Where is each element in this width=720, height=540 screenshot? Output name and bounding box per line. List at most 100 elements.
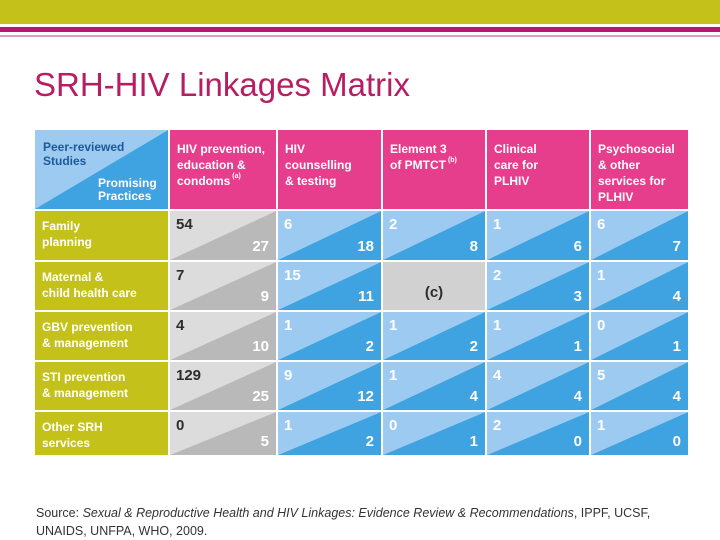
- peer-reviewed-count: 2: [493, 267, 502, 284]
- peer-reviewed-count: 1: [597, 417, 606, 434]
- row-label: Family planning: [35, 211, 168, 260]
- promising-practices-count: 25: [252, 388, 269, 405]
- source-citation: Source: Sexual & Reproductive Health and…: [36, 504, 686, 540]
- source-title: Sexual & Reproductive Health and HIV Lin…: [82, 506, 574, 520]
- row-label: Other SRH services: [35, 412, 168, 455]
- peer-reviewed-count: 1: [284, 417, 293, 434]
- matrix-cell: 54 27: [170, 211, 276, 260]
- special-note-label: (c): [424, 284, 444, 301]
- column-header: Element 3 of PMTCT (b): [383, 130, 485, 209]
- promising-practices-count: 2: [365, 433, 374, 450]
- peer-reviewed-count: 1: [389, 367, 398, 384]
- matrix-cell: 6 18: [278, 211, 381, 260]
- promising-practices-count: 11: [358, 288, 374, 305]
- promising-practices-count: 1: [672, 338, 681, 355]
- peer-reviewed-count: 1: [493, 317, 502, 334]
- peer-reviewed-count: 7: [176, 267, 185, 284]
- promising-practices-count: 6: [573, 238, 582, 255]
- promising-practices-count: 2: [469, 338, 478, 355]
- promising-practices-count: 4: [672, 288, 681, 305]
- peer-reviewed-count: 0: [389, 417, 398, 434]
- matrix-cell: 15 11: [278, 262, 381, 310]
- promising-practices-count: 2: [365, 338, 374, 355]
- page-title: SRH-HIV Linkages Matrix: [34, 66, 410, 103]
- promising-practices-count: 0: [672, 433, 681, 450]
- promising-practices-count: 10: [252, 338, 269, 355]
- peer-reviewed-count: 0: [597, 317, 606, 334]
- column-header-label: Clinical care for PLHIV: [494, 142, 539, 188]
- peer-reviewed-count: 1: [284, 317, 293, 334]
- peer-reviewed-count: 15: [284, 267, 301, 284]
- column-header-note: (a): [230, 173, 241, 180]
- row-label: GBV prevention & management: [35, 312, 168, 360]
- peer-reviewed-count: 1: [389, 317, 398, 334]
- peer-reviewed-count: 4: [176, 317, 185, 334]
- peer-reviewed-count: 6: [284, 216, 293, 233]
- row-label: STI prevention & management: [35, 362, 168, 410]
- promising-practices-count: 5: [260, 433, 269, 450]
- promising-practices-count: 12: [357, 388, 374, 405]
- peer-reviewed-count: 54: [176, 216, 193, 233]
- peer-reviewed-count: 129: [176, 367, 202, 384]
- column-header: HIV prevention, education & condoms (a): [170, 130, 276, 209]
- promising-practices-count: 3: [573, 288, 582, 305]
- matrix-corner-legend: Peer-reviewed Studies Promising Practices: [35, 130, 168, 209]
- peer-reviewed-count: 2: [493, 417, 502, 434]
- promising-practices-count: 8: [469, 238, 478, 255]
- matrix-cell: 129 25: [170, 362, 276, 410]
- promising-practices-count: 1: [573, 338, 582, 355]
- source-prefix: Source:: [36, 506, 83, 520]
- column-header-label: Element 3 of PMTCT: [390, 142, 447, 172]
- top-pink-thin-line: [0, 35, 720, 37]
- legend-peer-reviewed-label: Peer-reviewed Studies: [43, 140, 125, 168]
- peer-reviewed-count: 0: [176, 417, 185, 434]
- peer-reviewed-count: 1: [597, 267, 606, 284]
- column-header-label: Psychosocial & other services for PLHIV: [598, 142, 675, 204]
- row-label: Maternal & child health care: [35, 262, 168, 310]
- column-header-note: (b): [446, 157, 457, 164]
- promising-practices-count: 4: [672, 388, 681, 405]
- promising-practices-count: 4: [469, 388, 478, 405]
- peer-reviewed-count: 4: [493, 367, 502, 384]
- promising-practices-count: 27: [252, 238, 269, 255]
- matrix-cell: 9 12: [278, 362, 381, 410]
- peer-reviewed-count: 1: [493, 216, 502, 233]
- column-header: Clinical care for PLHIV: [487, 130, 589, 209]
- top-pink-line: [0, 27, 720, 32]
- legend-promising-practices-label: Promising Practices: [98, 176, 157, 203]
- column-header: Psychosocial & other services for PLHIV: [591, 130, 688, 209]
- peer-reviewed-count: 6: [597, 216, 606, 233]
- promising-practices-count: 7: [672, 238, 681, 255]
- peer-reviewed-count: 5: [597, 367, 606, 384]
- column-header-label: HIV prevention, education & condoms: [177, 142, 266, 188]
- top-olive-band: [0, 0, 720, 24]
- column-header: HIV counselling & testing: [278, 130, 381, 209]
- matrix-cell-special: (c): [383, 262, 485, 310]
- peer-reviewed-count: 2: [389, 216, 398, 233]
- promising-practices-count: 9: [260, 288, 269, 305]
- promising-practices-count: 0: [573, 433, 582, 450]
- source-suffix: , IPPF, UCSF, UNAIDS, UNFPA, WHO, 2009.: [36, 506, 651, 538]
- column-header-label: HIV counselling & testing: [285, 142, 352, 188]
- matrix-cell: 4 10: [170, 312, 276, 360]
- peer-reviewed-count: 9: [284, 367, 293, 384]
- promising-practices-count: 4: [573, 388, 582, 405]
